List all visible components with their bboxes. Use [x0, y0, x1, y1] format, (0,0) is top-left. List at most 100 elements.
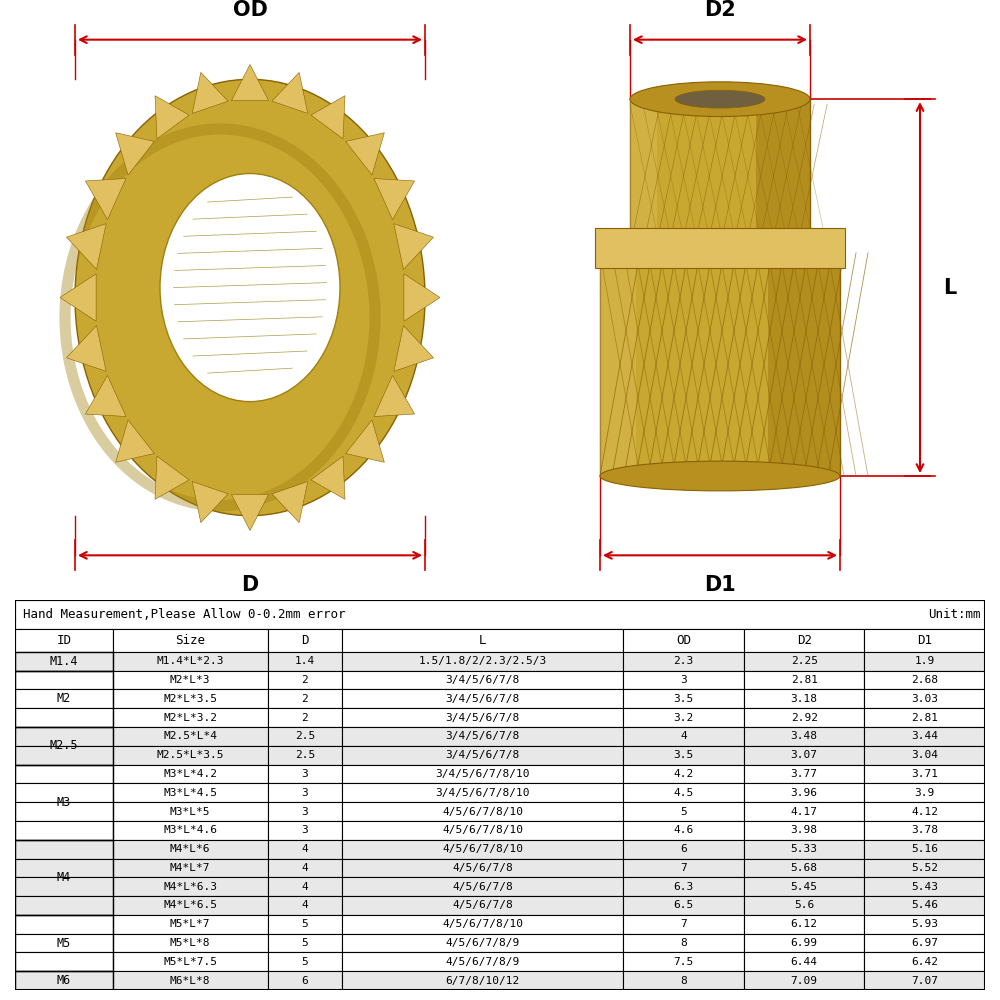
Text: 1.9: 1.9	[915, 656, 935, 666]
Text: Size: Size	[175, 634, 205, 647]
Text: M4*L*6.5: M4*L*6.5	[163, 900, 217, 910]
Text: 4.17: 4.17	[791, 807, 818, 817]
Text: M2*L*3.5: M2*L*3.5	[163, 694, 217, 704]
Bar	[113, 877, 268, 896]
Bar	[600, 248, 636, 476]
Text: 2.5: 2.5	[295, 731, 315, 741]
Bar	[15, 915, 113, 934]
Bar	[113, 840, 268, 859]
Bar	[268, 859, 342, 877]
Text: 1.4: 1.4	[295, 656, 315, 666]
Text: 1.5/1.8/2/2.3/2.5/3: 1.5/1.8/2/2.3/2.5/3	[419, 656, 547, 666]
Bar	[268, 934, 342, 952]
Bar	[113, 896, 268, 915]
Text: 6: 6	[301, 976, 308, 986]
Bar	[15, 971, 113, 990]
Ellipse shape	[600, 461, 840, 491]
Text: D2: D2	[797, 634, 812, 647]
Bar	[623, 652, 744, 671]
Bar	[342, 896, 623, 915]
Text: 2.25: 2.25	[791, 656, 818, 666]
Text: 3.77: 3.77	[791, 769, 818, 779]
Bar	[113, 708, 268, 727]
Text: 5.52: 5.52	[911, 863, 938, 873]
Bar	[342, 652, 623, 671]
Ellipse shape	[231, 192, 309, 244]
Text: M5*L*7.5: M5*L*7.5	[163, 957, 217, 967]
Polygon shape	[394, 224, 434, 269]
Text: 6.42: 6.42	[911, 957, 938, 967]
Bar	[113, 689, 268, 708]
Bar	[15, 877, 113, 896]
Bar	[15, 746, 113, 765]
Text: D1: D1	[704, 575, 736, 595]
Bar	[600, 248, 840, 476]
Bar	[623, 840, 744, 859]
Text: M3*L*4.5: M3*L*4.5	[163, 788, 217, 798]
Text: 3/4/5/6/7/8: 3/4/5/6/7/8	[446, 694, 520, 704]
Bar	[864, 877, 985, 896]
Bar	[623, 802, 744, 821]
Bar	[768, 248, 840, 476]
Text: 7: 7	[680, 863, 687, 873]
Bar	[15, 971, 113, 990]
Bar	[113, 652, 268, 671]
Bar	[268, 877, 342, 896]
Bar	[268, 802, 342, 821]
Text: 2.3: 2.3	[674, 656, 694, 666]
Text: 7: 7	[680, 919, 687, 929]
Bar	[15, 840, 113, 915]
Bar	[864, 840, 985, 859]
Bar	[864, 629, 985, 652]
Polygon shape	[394, 326, 434, 371]
Text: 5.45: 5.45	[791, 882, 818, 892]
Bar	[623, 896, 744, 915]
Polygon shape	[374, 178, 415, 220]
Text: 4/5/6/7/8: 4/5/6/7/8	[452, 882, 513, 892]
Text: OD: OD	[676, 634, 691, 647]
Text: 3: 3	[301, 807, 308, 817]
Text: 7.09: 7.09	[791, 976, 818, 986]
Bar	[623, 859, 744, 877]
Text: D: D	[241, 575, 259, 595]
Bar	[15, 859, 113, 877]
Bar	[630, 99, 810, 248]
Text: M3*L*5: M3*L*5	[170, 807, 210, 817]
Bar	[744, 671, 864, 689]
Bar	[623, 765, 744, 783]
Text: Unit:mm: Unit:mm	[928, 608, 980, 621]
Bar	[744, 802, 864, 821]
Bar	[15, 708, 113, 727]
Polygon shape	[192, 72, 228, 113]
Polygon shape	[346, 420, 384, 462]
Bar	[744, 952, 864, 971]
Text: 2.81: 2.81	[791, 675, 818, 685]
Bar	[342, 934, 623, 952]
Bar	[864, 746, 985, 765]
Text: 4/5/6/7/8/10: 4/5/6/7/8/10	[442, 807, 523, 817]
Text: 3.48: 3.48	[791, 731, 818, 741]
Bar	[268, 708, 342, 727]
Polygon shape	[66, 326, 106, 371]
Bar	[744, 896, 864, 915]
Polygon shape	[346, 133, 384, 175]
Bar	[864, 708, 985, 727]
Text: 8: 8	[680, 976, 687, 986]
Bar	[744, 629, 864, 652]
Bar	[268, 952, 342, 971]
Bar	[268, 915, 342, 934]
Bar	[342, 952, 623, 971]
Polygon shape	[192, 482, 228, 523]
Bar	[342, 629, 623, 652]
Bar	[744, 821, 864, 840]
Polygon shape	[116, 133, 154, 175]
Bar	[744, 727, 864, 746]
Ellipse shape	[630, 82, 810, 117]
Text: 5: 5	[680, 807, 687, 817]
Bar	[623, 671, 744, 689]
Text: M2.5: M2.5	[50, 739, 78, 752]
Bar	[15, 952, 113, 971]
Bar	[864, 915, 985, 934]
Bar	[595, 228, 845, 268]
Bar	[113, 859, 268, 877]
